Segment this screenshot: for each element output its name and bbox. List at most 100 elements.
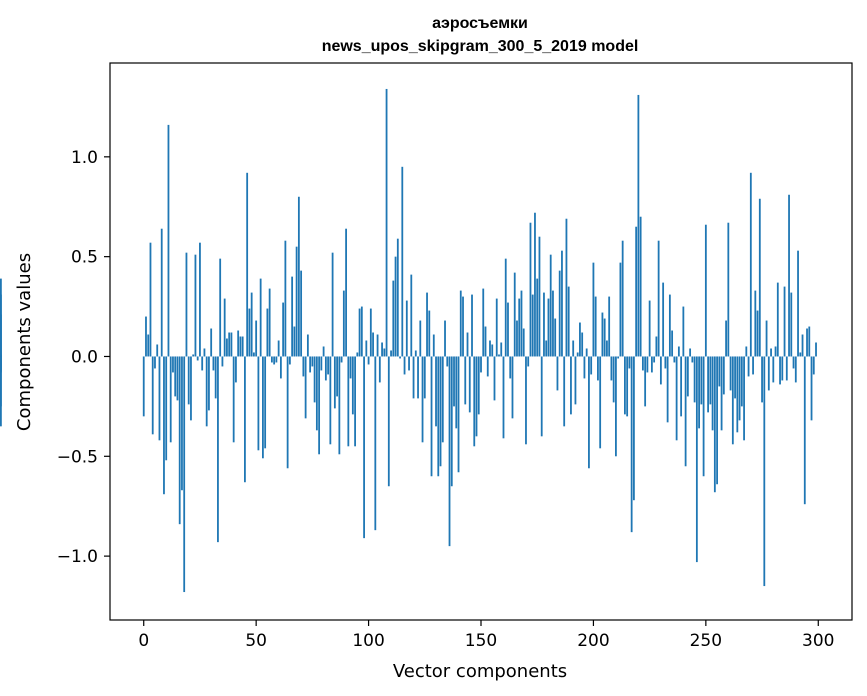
- bar: [446, 356, 449, 367]
- bar: [565, 218, 568, 357]
- bar: [792, 356, 795, 369]
- bar: [754, 290, 757, 357]
- bar: [199, 242, 201, 357]
- bar: [253, 352, 255, 357]
- bar: [313, 356, 316, 403]
- bar: [428, 310, 431, 357]
- bar: [462, 296, 464, 357]
- bar: [680, 356, 683, 417]
- bar: [471, 294, 473, 357]
- bar: [338, 356, 341, 455]
- x-tick-label: 0: [138, 631, 149, 651]
- bar: [686, 356, 689, 397]
- bar: [561, 250, 563, 357]
- bar: [286, 356, 289, 469]
- bar: [174, 356, 177, 397]
- bar: [570, 356, 572, 415]
- bar: [374, 356, 377, 531]
- bar: [156, 344, 159, 357]
- bar: [0, 356, 2, 427]
- bar: [552, 290, 554, 357]
- bar: [576, 352, 579, 357]
- y-axis: −1.0 −0.5 0.0 0.5 1.0: [57, 148, 110, 567]
- bar: [169, 356, 172, 443]
- y-tick-label: −0.5: [57, 447, 98, 467]
- bar: [212, 356, 215, 371]
- bar: [392, 280, 395, 357]
- bar: [639, 216, 642, 357]
- bar: [367, 356, 370, 365]
- bar: [803, 356, 806, 505]
- bar: [154, 356, 156, 369]
- bar: [713, 356, 716, 493]
- bar: [812, 356, 815, 375]
- bar: [606, 340, 608, 357]
- bar: [500, 342, 503, 357]
- bar: [183, 356, 186, 593]
- bar: [297, 196, 300, 357]
- bar: [390, 350, 392, 357]
- bar: [581, 332, 584, 357]
- bar: [633, 356, 635, 501]
- bar: [178, 356, 181, 525]
- bar: [707, 356, 709, 413]
- bar: [486, 356, 489, 377]
- bar: [354, 356, 356, 447]
- bar: [459, 290, 462, 357]
- bar: [304, 356, 307, 419]
- bar: [785, 356, 788, 381]
- bar: [237, 330, 240, 357]
- bar: [734, 356, 736, 399]
- bar: [644, 356, 647, 407]
- bar: [464, 356, 467, 405]
- bar: [329, 356, 332, 445]
- bar: [563, 356, 566, 427]
- bar: [347, 356, 350, 447]
- bar: [489, 340, 491, 357]
- bar: [221, 356, 224, 367]
- bar: [266, 308, 269, 357]
- x-axis: 0 50 100 150 200 250 300: [138, 620, 834, 651]
- bar: [536, 278, 539, 357]
- bar: [244, 356, 246, 483]
- bar: [590, 356, 593, 375]
- bar: [475, 356, 478, 437]
- bar: [666, 356, 669, 423]
- bar: [151, 356, 154, 435]
- bar: [210, 328, 213, 357]
- bar: [291, 276, 294, 357]
- bar: [394, 256, 397, 357]
- bar: [491, 344, 494, 357]
- bar: [743, 356, 745, 441]
- bar: [650, 356, 653, 373]
- bar: [282, 302, 285, 357]
- bar: [358, 308, 361, 357]
- bar: [558, 270, 561, 357]
- bar: [522, 328, 525, 357]
- bar: [695, 356, 698, 563]
- bar: [770, 348, 772, 357]
- bar: [181, 356, 183, 491]
- bar: [351, 356, 354, 415]
- bar: [255, 320, 258, 357]
- bar: [149, 242, 152, 357]
- bar: [250, 292, 253, 357]
- bar: [520, 290, 523, 357]
- bar: [799, 352, 802, 357]
- bar: [275, 356, 278, 363]
- bar: [302, 356, 305, 377]
- bar: [349, 356, 352, 379]
- bar: [259, 278, 262, 357]
- bar: [257, 356, 260, 451]
- bar: [637, 94, 640, 357]
- bar: [403, 356, 406, 375]
- bar: [498, 354, 500, 357]
- bar: [808, 326, 811, 357]
- bar: [439, 356, 442, 467]
- bar: [693, 356, 696, 403]
- bar: [145, 316, 147, 357]
- bar: [641, 356, 644, 371]
- bar: [205, 356, 208, 427]
- bar: [511, 356, 514, 419]
- bar: [673, 356, 676, 363]
